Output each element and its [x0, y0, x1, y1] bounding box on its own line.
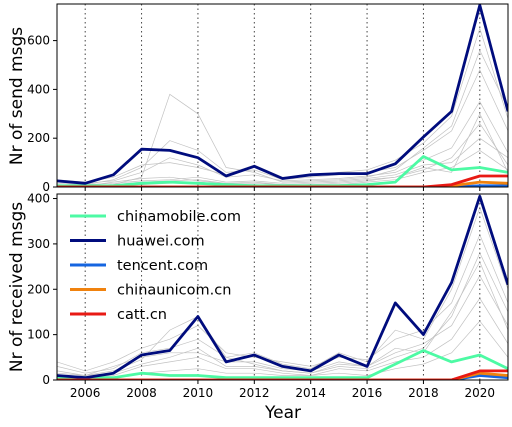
y-tick-label: 0	[42, 180, 50, 194]
legend: chinamobile.com huawei.com tencent.com chin…	[70, 209, 241, 323]
background-series-line	[57, 100, 508, 184]
x-tick-label: 2012	[239, 386, 270, 400]
x-tick-label: 2020	[465, 386, 496, 400]
plot-frame	[56, 193, 509, 381]
legend-entry-label: chinamobile.com	[117, 209, 241, 225]
legend-entry-label: tencent.com	[117, 258, 208, 274]
background-series-line	[57, 137, 508, 185]
background-series-line	[57, 69, 508, 187]
legend-entry-label: huawei.com	[117, 234, 205, 250]
x-tick-label: 2018	[408, 386, 439, 400]
x-tick-label: 2014	[295, 386, 326, 400]
y-tick-label: 200	[27, 131, 50, 145]
background-series-line	[57, 297, 508, 379]
plot-area	[57, 194, 508, 380]
x-axis-label: Year	[264, 403, 301, 423]
series-line-huawei-com	[57, 4, 508, 185]
series-line-huawei-com	[57, 194, 508, 380]
x-tick-label: 2008	[126, 386, 157, 400]
y-axis-label: Nr of received msgs	[7, 202, 27, 372]
y-tick-label: 400	[27, 192, 50, 206]
y-tick-label: 200	[27, 282, 50, 296]
series-line-chinamobile-com	[57, 349, 508, 380]
background-series-line	[57, 261, 508, 376]
y-tick-label: 300	[27, 237, 50, 251]
background-series-line	[57, 49, 508, 187]
legend-entry-label: chinaunicom.cn	[117, 283, 231, 299]
y-tick-label: 100	[27, 328, 50, 342]
legend-entry-label: catt.cn	[117, 307, 167, 323]
background-series-line	[57, 206, 508, 374]
y-axis-label: Nr of send msgs	[7, 27, 27, 165]
background-series-line	[57, 123, 508, 187]
background-series-line	[57, 27, 508, 183]
x-tick-label: 2006	[70, 386, 101, 400]
y-tick-label: 400	[27, 82, 50, 96]
received-msgs-panel: 0 100 200 300 400 2006 2008 2010 2012 2014 2016 201…	[7, 192, 509, 400]
plot-frame	[56, 3, 509, 188]
x-tick-label: 2016	[352, 386, 383, 400]
x-tick-label: 2010	[183, 386, 214, 400]
series-line-catt-cn	[57, 174, 508, 187]
y-tick-label: 0	[42, 373, 50, 387]
plot-area	[57, 4, 508, 187]
y-tick-label: 600	[27, 34, 50, 48]
background-series-line	[57, 233, 508, 372]
